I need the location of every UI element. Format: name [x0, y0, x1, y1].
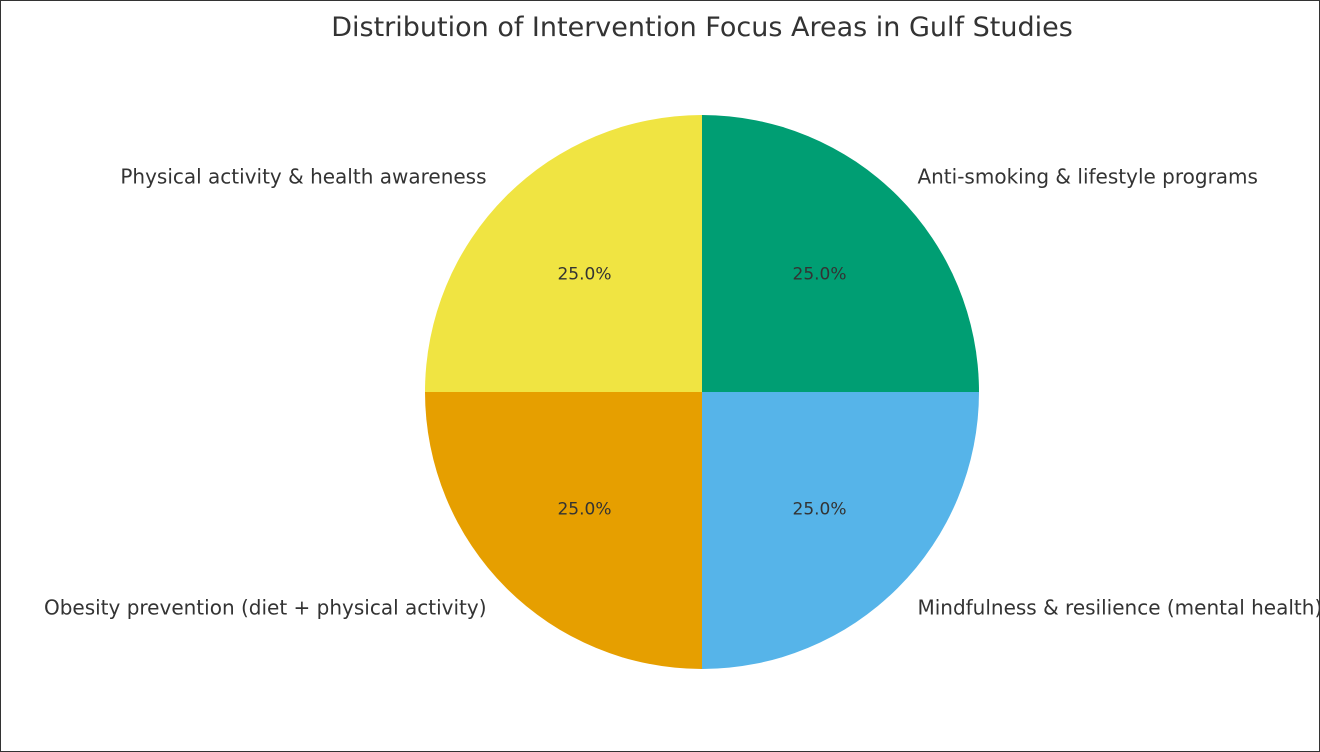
pie-category-label: Anti-smoking & lifestyle programs	[917, 165, 1258, 189]
pie-pct-label: 25.0%	[557, 264, 611, 284]
pie-category-label: Physical activity & health awareness	[120, 165, 486, 189]
chart-title: Distribution of Intervention Focus Areas…	[331, 12, 1073, 43]
pie-pct-label: 25.0%	[557, 500, 611, 520]
pie-slices	[425, 115, 979, 669]
pie-slice-anti-smoking-lifestyle-programs	[702, 115, 979, 392]
pie-slice-mindfulness-resilience-mental-health	[702, 392, 979, 669]
pie-slice-physical-activity-health-awareness	[425, 115, 702, 392]
pie-category-label: Obesity prevention (diet + physical acti…	[44, 595, 487, 619]
pie-labels: 25.0% Physical activity & health awarenes…	[44, 165, 1319, 620]
pie-slice-obesity-prevention-diet-physical-activity	[425, 392, 702, 669]
pie-pct-label: 25.0%	[793, 500, 847, 520]
pie-pct-label: 25.0%	[793, 264, 847, 284]
pie-category-label: Mindfulness & resilience (mental health)	[917, 595, 1319, 619]
